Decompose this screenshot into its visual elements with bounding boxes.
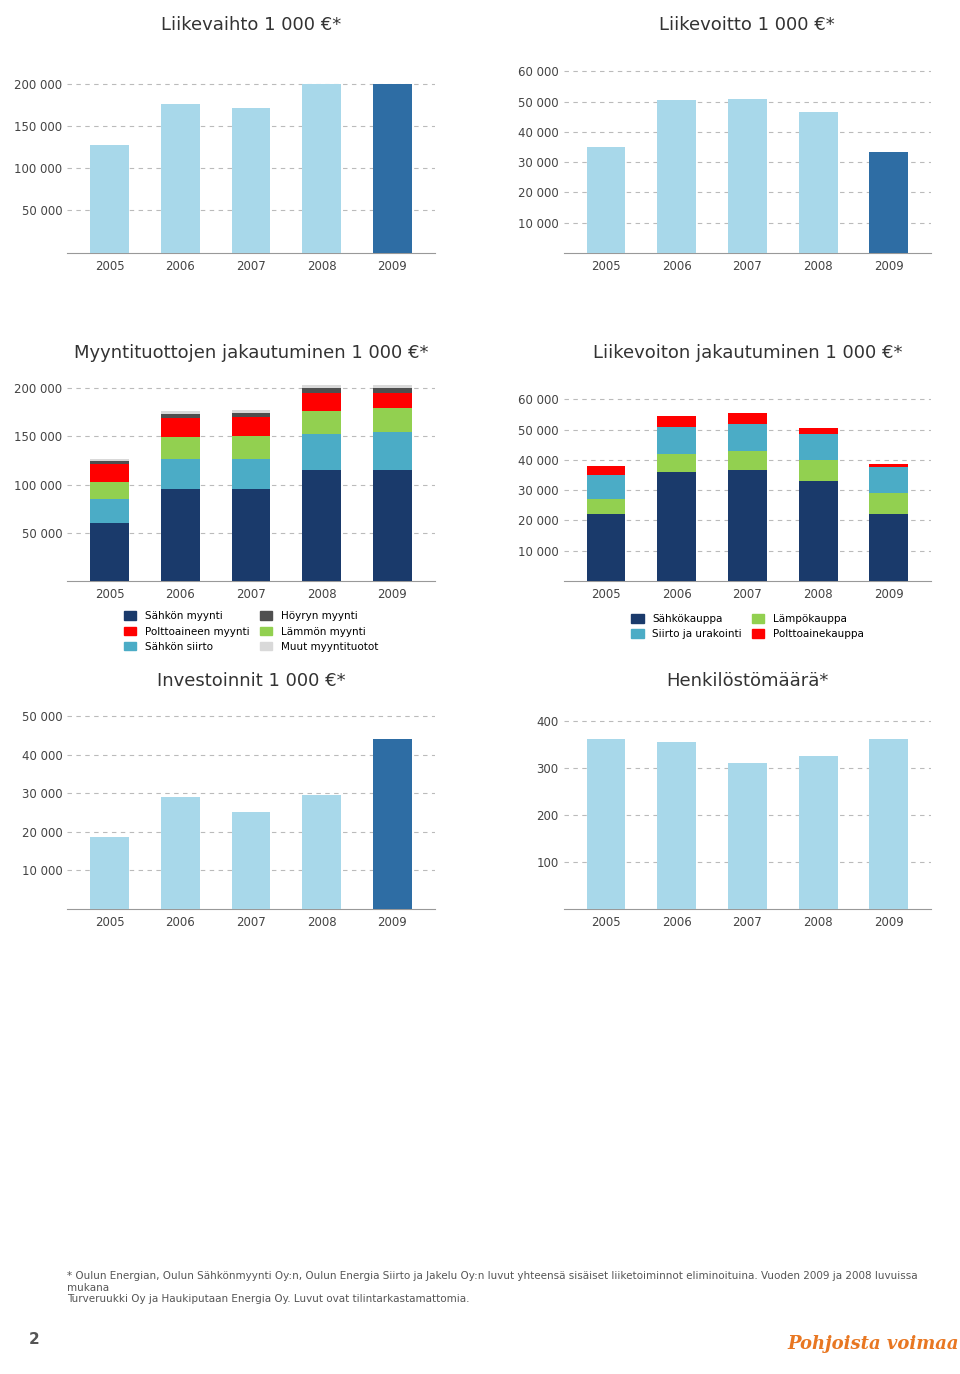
Bar bbox=[870, 464, 908, 467]
Legend: Sähkön myynti, Polttoaineen myynti, Sähkön siirto, Höyryn myynti, Lämmön myynti,: Sähkön myynti, Polttoaineen myynti, Sähk… bbox=[120, 607, 382, 655]
Bar bbox=[799, 756, 837, 908]
Bar bbox=[658, 416, 696, 426]
Bar bbox=[231, 437, 271, 459]
Bar bbox=[231, 418, 271, 437]
Bar bbox=[373, 408, 412, 431]
Bar bbox=[587, 499, 625, 514]
Bar bbox=[799, 481, 837, 581]
Text: Pohjoista voimaa: Pohjoista voimaa bbox=[787, 1336, 959, 1353]
Bar bbox=[870, 493, 908, 514]
Bar bbox=[302, 385, 341, 389]
Bar bbox=[231, 459, 271, 489]
Bar bbox=[161, 411, 200, 415]
Bar bbox=[658, 426, 696, 453]
Bar bbox=[728, 414, 767, 423]
Bar bbox=[90, 464, 129, 482]
Bar bbox=[799, 434, 837, 460]
Bar bbox=[373, 84, 412, 253]
Bar bbox=[373, 431, 412, 470]
Bar bbox=[373, 470, 412, 581]
Bar bbox=[90, 482, 129, 499]
Bar bbox=[302, 470, 341, 581]
Title: Henkilöstömäärä*: Henkilöstömäärä* bbox=[666, 672, 828, 690]
Bar bbox=[799, 460, 837, 481]
Title: Myyntituottojen jakautuminen 1 000 €*: Myyntituottojen jakautuminen 1 000 €* bbox=[74, 344, 428, 361]
Bar bbox=[373, 389, 412, 393]
Legend: Sähkökauppa, Siirto ja urakointi, Lämpökauppa, Polttoainekauppa: Sähkökauppa, Siirto ja urakointi, Lämpök… bbox=[627, 610, 868, 643]
Bar bbox=[231, 812, 271, 908]
Bar bbox=[302, 84, 341, 253]
Bar bbox=[302, 389, 341, 393]
Bar bbox=[302, 434, 341, 470]
Bar bbox=[658, 471, 696, 581]
Bar bbox=[728, 423, 767, 451]
Title: Liikevoitto 1 000 €*: Liikevoitto 1 000 €* bbox=[660, 16, 835, 34]
Bar bbox=[231, 414, 271, 418]
Bar bbox=[90, 146, 129, 253]
Bar bbox=[161, 418, 200, 437]
Bar bbox=[161, 489, 200, 581]
Bar bbox=[728, 763, 767, 908]
Bar bbox=[161, 415, 200, 418]
Title: Investoinnit 1 000 €*: Investoinnit 1 000 €* bbox=[156, 672, 346, 690]
Bar bbox=[728, 451, 767, 470]
Bar bbox=[587, 147, 625, 253]
Bar bbox=[728, 99, 767, 253]
Bar bbox=[231, 489, 271, 581]
Bar bbox=[587, 466, 625, 475]
Bar bbox=[870, 151, 908, 253]
Bar bbox=[161, 797, 200, 908]
Bar bbox=[799, 429, 837, 434]
Bar bbox=[302, 411, 341, 434]
Bar bbox=[658, 742, 696, 908]
Bar bbox=[658, 453, 696, 471]
Bar bbox=[161, 459, 200, 489]
Bar bbox=[799, 113, 837, 253]
Bar bbox=[90, 459, 129, 462]
Bar bbox=[587, 514, 625, 581]
Bar bbox=[870, 514, 908, 581]
Bar bbox=[728, 470, 767, 581]
Bar bbox=[658, 100, 696, 253]
Bar bbox=[302, 393, 341, 411]
Bar bbox=[90, 499, 129, 523]
Text: * Oulun Energian, Oulun Sähkönmyynti Oy:n, Oulun Energia Siirto ja Jakelu Oy:n l: * Oulun Energian, Oulun Sähkönmyynti Oy:… bbox=[67, 1271, 918, 1304]
Bar bbox=[161, 437, 200, 459]
Bar bbox=[90, 462, 129, 464]
Bar bbox=[587, 739, 625, 908]
Bar bbox=[231, 409, 271, 414]
Bar bbox=[587, 475, 625, 499]
Bar bbox=[373, 739, 412, 908]
Bar bbox=[161, 104, 200, 253]
Bar bbox=[373, 385, 412, 389]
Bar bbox=[90, 838, 129, 908]
Bar bbox=[870, 739, 908, 908]
Bar bbox=[90, 523, 129, 581]
Title: Liikevoiton jakautuminen 1 000 €*: Liikevoiton jakautuminen 1 000 €* bbox=[592, 344, 902, 361]
Bar bbox=[231, 109, 271, 253]
Bar bbox=[373, 393, 412, 408]
Bar bbox=[302, 796, 341, 908]
Title: Liikevaihto 1 000 €*: Liikevaihto 1 000 €* bbox=[161, 16, 341, 34]
Text: 2: 2 bbox=[29, 1331, 39, 1347]
Bar bbox=[870, 467, 908, 493]
